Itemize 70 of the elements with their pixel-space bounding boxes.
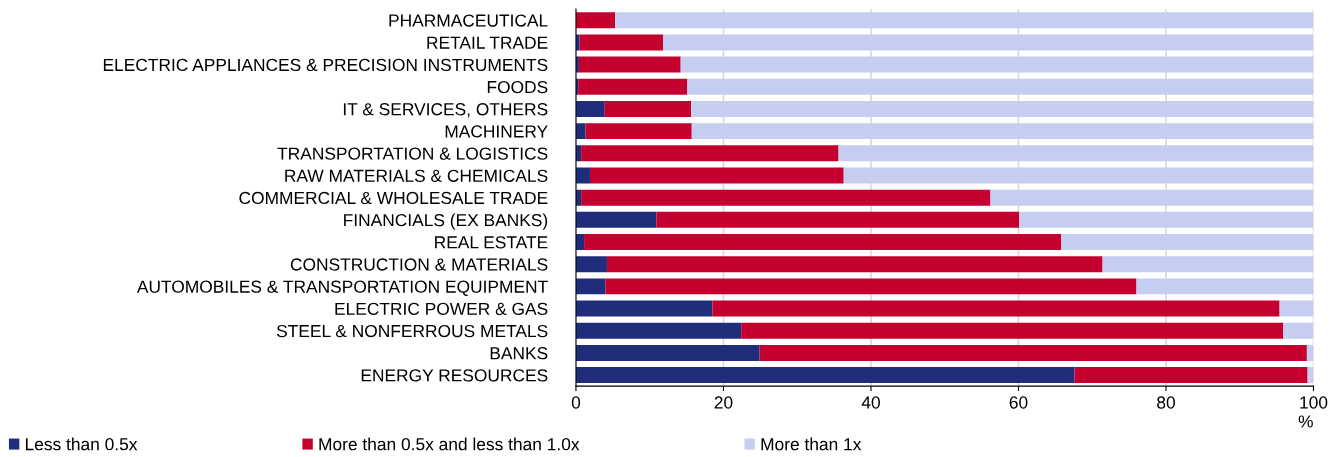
y-tick-label: AUTOMOBILES & TRANSPORTATION EQUIPMENT: [136, 280, 548, 296]
bar: [589, 167, 844, 184]
bar: [575, 100, 605, 117]
x-axis-title: %: [1298, 415, 1313, 428]
bar: [575, 300, 713, 317]
bar: [1074, 367, 1308, 384]
bar: [578, 78, 688, 95]
bar: [680, 56, 1314, 73]
y-tick-label: ENERGY RESOURCES: [361, 369, 548, 382]
y-tick-label: MACHINERY: [445, 125, 548, 138]
bar: [606, 256, 1103, 273]
bar: [1283, 322, 1314, 339]
bar: [1279, 300, 1314, 317]
legend-label: More than 0.5x and less than 1.0x: [319, 437, 580, 451]
y-tick-label: REAL ESTATE: [435, 236, 548, 249]
bar: [575, 278, 606, 295]
y-tick-label: PHARMACEUTICAL: [389, 14, 548, 27]
x-tick-label: 40: [861, 396, 880, 409]
y-tick-label: ELECTRIC POWER & GAS: [335, 302, 548, 315]
bar: [1306, 344, 1314, 361]
bar: [843, 167, 1314, 184]
bar: [741, 322, 1284, 339]
legend-label: More than 1x: [761, 437, 862, 451]
bar: [575, 12, 616, 29]
bar: [584, 234, 1062, 250]
bar: [1102, 256, 1314, 273]
y-tick-label: IT & SERVICES, OTHERS: [343, 103, 548, 118]
bar: [1136, 278, 1314, 295]
bar: [575, 167, 590, 184]
bar: [691, 100, 1314, 117]
y-tick-label: TRANSPORTATION & LOGISTICS: [277, 147, 548, 160]
x-tick-label: 20: [714, 396, 733, 409]
bar: [759, 344, 1307, 361]
bar: [691, 123, 1314, 140]
y-tick-label: CONSTRUCTION & MATERIALS: [290, 258, 548, 271]
bar: [838, 145, 1314, 162]
x-tick-label: 60: [1009, 396, 1028, 409]
y-tick-label: RETAIL TRADE: [427, 36, 548, 49]
y-tick-label: FOODS: [487, 80, 548, 94]
bar: [605, 278, 1137, 295]
bar: [581, 189, 991, 206]
x-tick-label: 0: [571, 396, 581, 409]
bar: [615, 12, 1314, 29]
bar: [604, 100, 692, 117]
bar: [687, 78, 1314, 95]
y-tick-label: STEEL & NONFERROUS METALS: [276, 324, 548, 338]
legend-label: Less than 0.5x: [25, 437, 138, 451]
bar: [662, 34, 1314, 51]
bar: [581, 145, 839, 162]
y-tick-label: COMMERCIAL & WHOLESALE TRADE: [239, 191, 548, 205]
bar: [575, 344, 760, 361]
bar: [578, 56, 681, 73]
y-tick-label: RAW MATERIALS & CHEMICALS: [285, 169, 548, 182]
bar: [585, 123, 692, 140]
bar: [712, 300, 1280, 317]
y-tick-label: ELECTRIC APPLIANCES & PRECISION INSTRUMENTS: [103, 58, 548, 72]
y-tick-label: FINANCIALS (EX BANKS): [344, 213, 548, 230]
x-tick-label: 100: [1300, 396, 1328, 409]
y-tick-label: BANKS: [490, 347, 548, 360]
bar: [575, 211, 657, 228]
bar: [656, 211, 1020, 228]
bar: [579, 34, 663, 51]
bar: [575, 322, 742, 339]
bar: [990, 189, 1314, 206]
bar: [1061, 234, 1314, 250]
bar: [575, 367, 1075, 384]
x-tick-label: 80: [1157, 396, 1175, 409]
bar: [575, 256, 607, 273]
bar: [1019, 211, 1314, 228]
bar: [575, 123, 586, 140]
